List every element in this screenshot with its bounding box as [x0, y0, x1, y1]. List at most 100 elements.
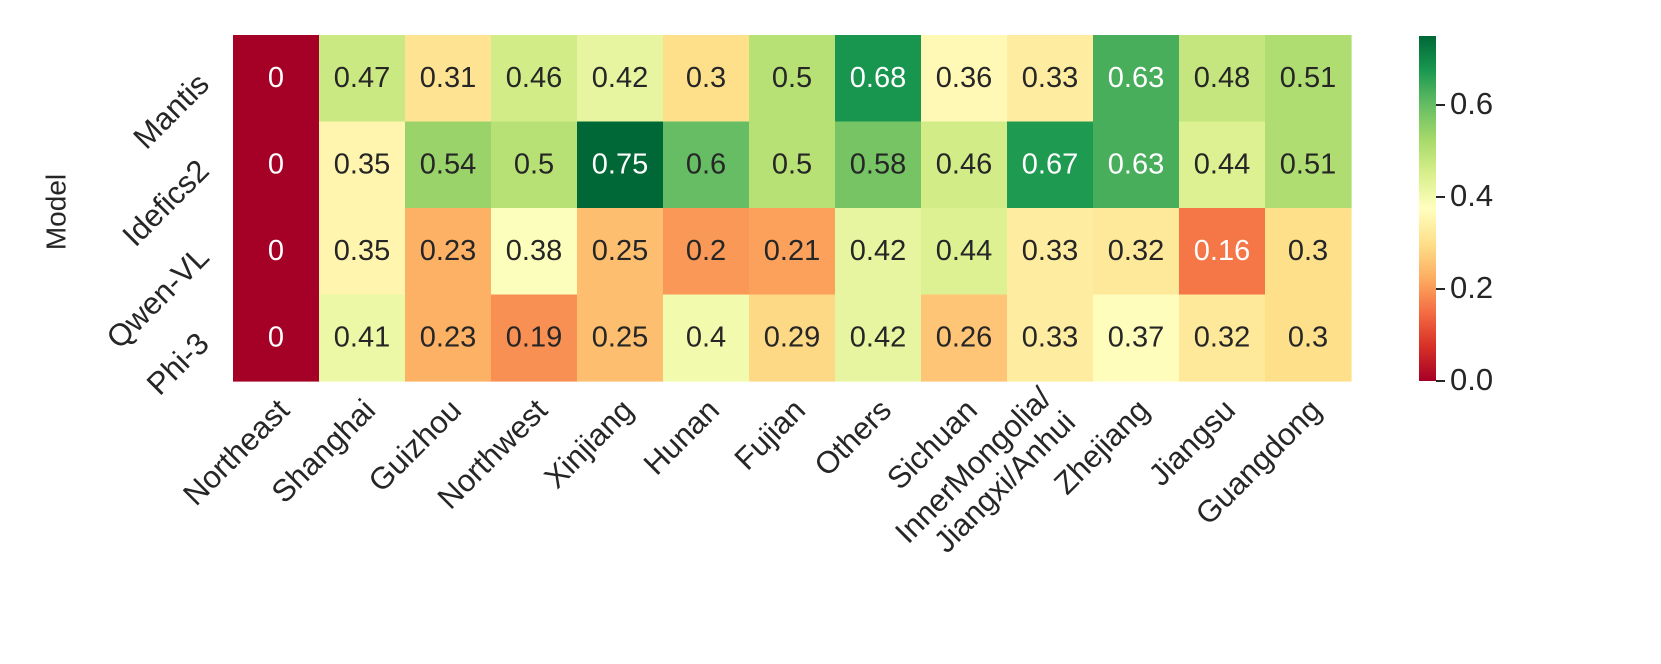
- cell-annotation: 0.44: [936, 235, 992, 267]
- heatmap-cell: [319, 294, 406, 382]
- heatmap-cell: [663, 121, 750, 209]
- cell-annotation: 0.3: [1288, 321, 1328, 353]
- heatmap-cell: [405, 294, 492, 382]
- heatmap-cell: [663, 294, 750, 382]
- y-tick-label: Idefics2: [115, 153, 215, 253]
- heatmap-cell: [319, 35, 406, 123]
- y-tick-label: Phi-3: [140, 326, 216, 402]
- cell-annotation: 0.26: [936, 321, 992, 353]
- cell-annotation: 0.51: [1280, 148, 1336, 180]
- cell-annotation: 0.47: [334, 62, 390, 94]
- heatmap-cell: [1179, 35, 1266, 123]
- colorbar: [1419, 36, 1436, 381]
- heatmap-cell: [1007, 208, 1094, 296]
- cell-annotation: 0.33: [1022, 321, 1078, 353]
- heatmap-cell: [1007, 35, 1094, 123]
- cell-annotation: 0.33: [1022, 235, 1078, 267]
- cell-annotation: 0.36: [936, 62, 992, 94]
- cell-annotation: 0.51: [1280, 62, 1336, 94]
- cell-annotation: 0.32: [1194, 321, 1250, 353]
- cell-annotation: 0.42: [850, 321, 906, 353]
- heatmap-cell: [319, 121, 406, 209]
- cell-annotation: 0.25: [592, 235, 648, 267]
- colorbar-tick-label: 0.0: [1450, 362, 1493, 397]
- cell-annotation: 0.42: [850, 235, 906, 267]
- heatmap-cell: [577, 35, 664, 123]
- colorbar-tick-label: 0.6: [1450, 86, 1493, 121]
- cell-annotations: 0 0.47 0.31 0.46 0.42 0.3 0.5 0.68 0.36 0.33 0.63 0…: [268, 62, 1336, 354]
- heatmap-cell: [405, 208, 492, 296]
- colorbar-tick-label: 0.4: [1450, 178, 1493, 213]
- cell-annotation: 0.75: [592, 148, 648, 180]
- cell-annotation: 0.67: [1022, 148, 1078, 180]
- cell-annotation: 0.31: [420, 62, 476, 94]
- x-tick-label: Xinjiang: [537, 392, 640, 495]
- cell-annotation: 0.33: [1022, 62, 1078, 94]
- y-axis-label: Model: [40, 174, 71, 250]
- heatmap-cell: [1265, 208, 1352, 296]
- cell-annotation: 0.23: [420, 235, 476, 267]
- heatmap-cell: [1265, 121, 1352, 209]
- cell-annotation: 0.5: [514, 148, 554, 180]
- heatmap-cell: [577, 208, 664, 296]
- y-tick-label: Mantis: [126, 66, 215, 155]
- heatmap-cell: [491, 121, 578, 209]
- cell-annotation: 0.35: [334, 235, 390, 267]
- x-tick-label: Hunan: [637, 392, 726, 481]
- cell-annotation: 0.3: [1288, 235, 1328, 267]
- cell-annotation: 0.58: [850, 148, 906, 180]
- cell-annotation: 0.21: [764, 235, 820, 267]
- heatmap-cell: [1007, 294, 1094, 382]
- heatmap-cell: [577, 121, 664, 209]
- cell-annotation: 0.48: [1194, 62, 1250, 94]
- cell-annotation: 0.46: [936, 148, 992, 180]
- heatmap-cell: [1093, 35, 1180, 123]
- heatmap-cell: [1179, 294, 1266, 382]
- heatmap-cell: [663, 35, 750, 123]
- cell-annotation: 0.54: [420, 148, 476, 180]
- cell-annotation: 0.44: [1194, 148, 1250, 180]
- cell-annotation: 0.4: [686, 321, 726, 353]
- cell-annotation: 0.16: [1194, 235, 1250, 267]
- heatmap-cell: [233, 121, 320, 209]
- heatmap-cell: [577, 294, 664, 382]
- heatmap-cell: [1179, 208, 1266, 296]
- cell-annotation: 0.63: [1108, 62, 1164, 94]
- cell-annotation: 0.3: [686, 62, 726, 94]
- heatmap-cell: [233, 294, 320, 382]
- heatmap-cell: [749, 121, 836, 209]
- cell-annotation: 0.5: [772, 62, 812, 94]
- cell-annotation: 0.23: [420, 321, 476, 353]
- cell-annotation: 0.38: [506, 235, 562, 267]
- heatmap-cell: [491, 208, 578, 296]
- cell-annotation: 0.29: [764, 321, 820, 353]
- cell-annotation: 0.42: [592, 62, 648, 94]
- heatmap-cell: [921, 35, 1008, 123]
- cell-annotation: 0: [268, 62, 284, 94]
- colorbar-ticks: 0.0 0.2 0.4 0.6: [1436, 86, 1493, 397]
- heatmap-cell: [835, 35, 922, 123]
- cell-annotation: 0: [268, 235, 284, 267]
- heatmap-cell: [1093, 208, 1180, 296]
- cell-annotation: 0: [268, 321, 284, 353]
- heatmap-cell: [921, 294, 1008, 382]
- heatmap-cell: [319, 208, 406, 296]
- heatmap-cell: [921, 208, 1008, 296]
- heatmap-cell: [405, 35, 492, 123]
- cell-annotation: 0.37: [1108, 321, 1164, 353]
- cell-annotation: 0: [268, 148, 284, 180]
- heatmap-cell: [749, 35, 836, 123]
- cell-annotation: 0.46: [506, 62, 562, 94]
- cell-annotation: 0.41: [334, 321, 390, 353]
- heatmap-cell: [1093, 294, 1180, 382]
- heatmap-cell: [405, 121, 492, 209]
- heatmap-cell: [835, 208, 922, 296]
- heatmap-cell: [1007, 121, 1094, 209]
- heatmap-cell: [491, 294, 578, 382]
- heatmap-cell: [1179, 121, 1266, 209]
- cell-annotation: 0.35: [334, 148, 390, 180]
- heatmap-cell: [835, 294, 922, 382]
- heatmap-cell: [663, 208, 750, 296]
- cell-annotation: 0.68: [850, 62, 906, 94]
